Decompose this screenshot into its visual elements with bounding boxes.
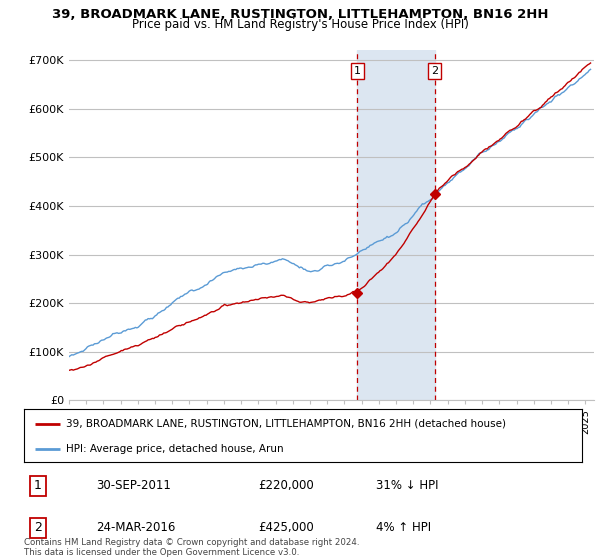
- Text: 30-SEP-2011: 30-SEP-2011: [97, 479, 172, 492]
- Text: 31% ↓ HPI: 31% ↓ HPI: [376, 479, 438, 492]
- Text: £220,000: £220,000: [259, 479, 314, 492]
- Text: 4% ↑ HPI: 4% ↑ HPI: [376, 521, 431, 534]
- Text: 24-MAR-2016: 24-MAR-2016: [97, 521, 176, 534]
- Text: 2: 2: [34, 521, 42, 534]
- Bar: [358, 50, 435, 400]
- Text: 1: 1: [34, 479, 42, 492]
- Text: 2: 2: [431, 66, 439, 76]
- Text: Contains HM Land Registry data © Crown copyright and database right 2024.
This d: Contains HM Land Registry data © Crown c…: [24, 538, 359, 557]
- Text: 39, BROADMARK LANE, RUSTINGTON, LITTLEHAMPTON, BN16 2HH (detached house): 39, BROADMARK LANE, RUSTINGTON, LITTLEHA…: [66, 419, 506, 429]
- Text: Price paid vs. HM Land Registry's House Price Index (HPI): Price paid vs. HM Land Registry's House …: [131, 18, 469, 31]
- Text: 39, BROADMARK LANE, RUSTINGTON, LITTLEHAMPTON, BN16 2HH: 39, BROADMARK LANE, RUSTINGTON, LITTLEHA…: [52, 8, 548, 21]
- Text: 1: 1: [354, 66, 361, 76]
- Text: £425,000: £425,000: [259, 521, 314, 534]
- Text: HPI: Average price, detached house, Arun: HPI: Average price, detached house, Arun: [66, 444, 283, 454]
